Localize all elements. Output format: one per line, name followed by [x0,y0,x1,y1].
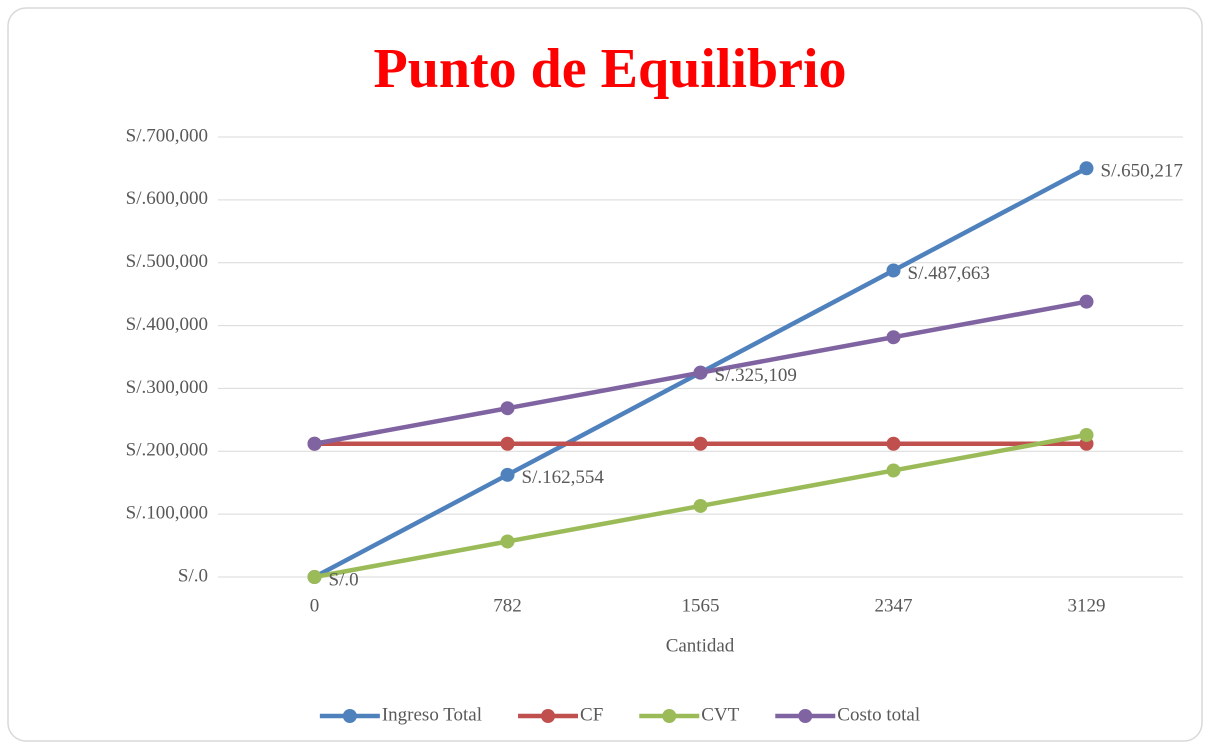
data-point [693,498,708,513]
legend-label: Ingreso Total [382,704,482,725]
y-tick-label: S/.100,000 [126,503,208,524]
data-point [693,365,708,380]
data-point [1079,427,1094,442]
data-point [1079,294,1094,309]
x-tick-label: 3129 [1068,595,1106,616]
chart-title: Punto de Equilibrio [373,38,846,100]
x-axis-label: Cantidad [666,635,735,656]
data-point [886,330,901,345]
y-tick-label: S/.0 [178,565,208,586]
data-label: S/.0 [329,569,359,590]
y-tick-label: S/.300,000 [126,377,208,398]
data-point [307,570,322,584]
x-tick-label: 0 [310,595,320,616]
y-tick-label: S/.400,000 [126,314,208,335]
data-point [500,401,515,416]
y-tick-label: S/.700,000 [126,125,208,146]
data-point [886,263,901,278]
x-tick-label: 1565 [682,595,720,616]
data-point [1079,161,1094,176]
data-label: S/.162,554 [522,467,605,488]
legend-marker [342,709,357,723]
legend-label: CVT [701,704,739,725]
data-point [500,467,515,482]
y-tick-label: S/.600,000 [126,188,208,209]
data-point [307,436,322,451]
y-tick-label: S/.200,000 [126,440,208,461]
data-point [500,436,515,451]
data-point [500,534,515,549]
y-tick-label: S/.500,000 [126,251,208,272]
legend-label: CF [580,704,603,725]
legend-marker [541,709,556,723]
x-tick-label: 782 [493,595,522,616]
data-point [886,463,901,478]
legend-marker [798,709,813,723]
x-tick-label: 2347 [875,595,913,616]
legend-label: Costo total [837,704,920,725]
data-label: S/.487,663 [908,263,990,284]
data-point [693,436,708,451]
chart-border [7,7,1203,742]
data-point [886,436,901,451]
data-label: S/.325,109 [715,365,797,386]
data-label: S/.650,217 [1101,161,1183,182]
legend-marker [662,709,677,723]
